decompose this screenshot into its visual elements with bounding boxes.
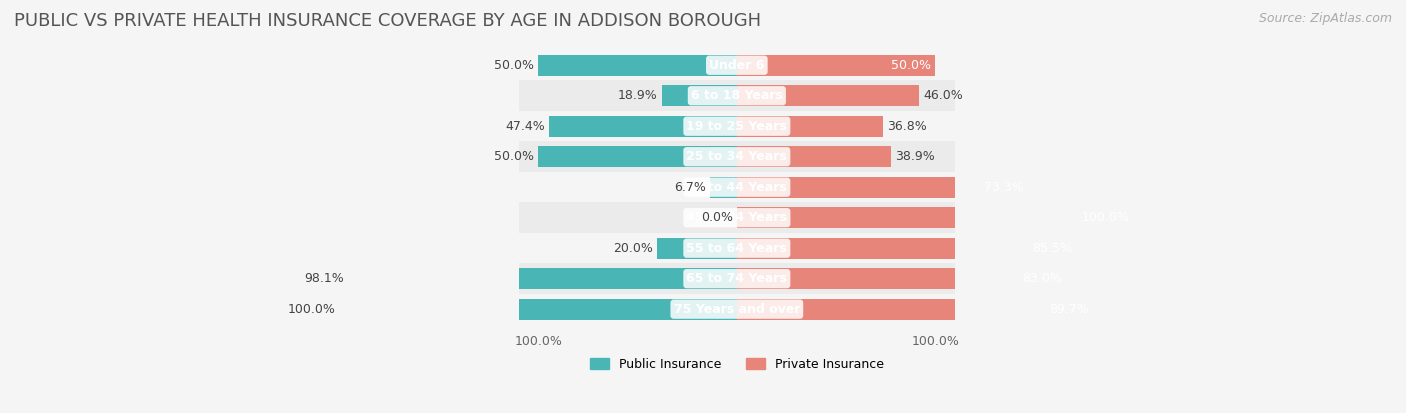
Text: 89.7%: 89.7%	[1049, 303, 1088, 316]
Text: 25 to 34 Years: 25 to 34 Years	[686, 150, 787, 163]
Text: 35 to 44 Years: 35 to 44 Years	[686, 181, 787, 194]
Bar	[658, 238, 737, 259]
Bar	[340, 81, 1133, 111]
Bar	[737, 207, 1133, 228]
Text: 47.4%: 47.4%	[505, 120, 544, 133]
Bar	[340, 50, 1133, 81]
Bar	[340, 202, 1133, 233]
Text: 45 to 54 Years: 45 to 54 Years	[686, 211, 787, 224]
Text: 38.9%: 38.9%	[896, 150, 935, 163]
Text: 100.0%: 100.0%	[288, 303, 336, 316]
Bar	[737, 146, 891, 167]
Bar	[340, 142, 1133, 172]
Bar	[340, 263, 1133, 294]
Text: Source: ZipAtlas.com: Source: ZipAtlas.com	[1258, 12, 1392, 25]
Text: 75 Years and over: 75 Years and over	[673, 303, 800, 316]
Bar	[662, 85, 737, 106]
Bar	[737, 116, 883, 137]
Bar	[538, 146, 737, 167]
Legend: Public Insurance, Private Insurance: Public Insurance, Private Insurance	[585, 353, 889, 376]
Text: 6.7%: 6.7%	[675, 181, 706, 194]
Bar	[737, 55, 935, 76]
Bar	[737, 85, 920, 106]
Text: 18.9%: 18.9%	[619, 89, 658, 102]
Text: 50.0%: 50.0%	[495, 59, 534, 72]
Text: 98.1%: 98.1%	[304, 272, 343, 285]
Bar	[737, 299, 1092, 320]
Text: 85.5%: 85.5%	[1032, 242, 1073, 255]
Bar	[340, 294, 1133, 324]
Bar	[340, 111, 1133, 142]
Text: PUBLIC VS PRIVATE HEALTH INSURANCE COVERAGE BY AGE IN ADDISON BOROUGH: PUBLIC VS PRIVATE HEALTH INSURANCE COVER…	[14, 12, 761, 31]
Bar	[340, 299, 737, 320]
Text: 6 to 18 Years: 6 to 18 Years	[690, 89, 783, 102]
Bar	[737, 268, 1066, 289]
Text: 20.0%: 20.0%	[613, 242, 654, 255]
Bar	[737, 238, 1076, 259]
Text: 83.0%: 83.0%	[1022, 272, 1063, 285]
Text: 100.0%: 100.0%	[1081, 211, 1130, 224]
Bar	[340, 172, 1133, 202]
Text: 46.0%: 46.0%	[924, 89, 963, 102]
Text: 73.3%: 73.3%	[984, 181, 1024, 194]
Bar	[548, 116, 737, 137]
Text: 50.0%: 50.0%	[891, 59, 931, 72]
Text: 50.0%: 50.0%	[495, 150, 534, 163]
Bar	[347, 268, 737, 289]
Text: 55 to 64 Years: 55 to 64 Years	[686, 242, 787, 255]
Text: 0.0%: 0.0%	[700, 211, 733, 224]
Text: 19 to 25 Years: 19 to 25 Years	[686, 120, 787, 133]
Text: Under 6: Under 6	[709, 59, 765, 72]
Bar	[340, 233, 1133, 263]
Text: 65 to 74 Years: 65 to 74 Years	[686, 272, 787, 285]
Bar	[538, 55, 737, 76]
Bar	[710, 177, 737, 197]
Bar	[737, 177, 1028, 197]
Text: 36.8%: 36.8%	[887, 120, 927, 133]
